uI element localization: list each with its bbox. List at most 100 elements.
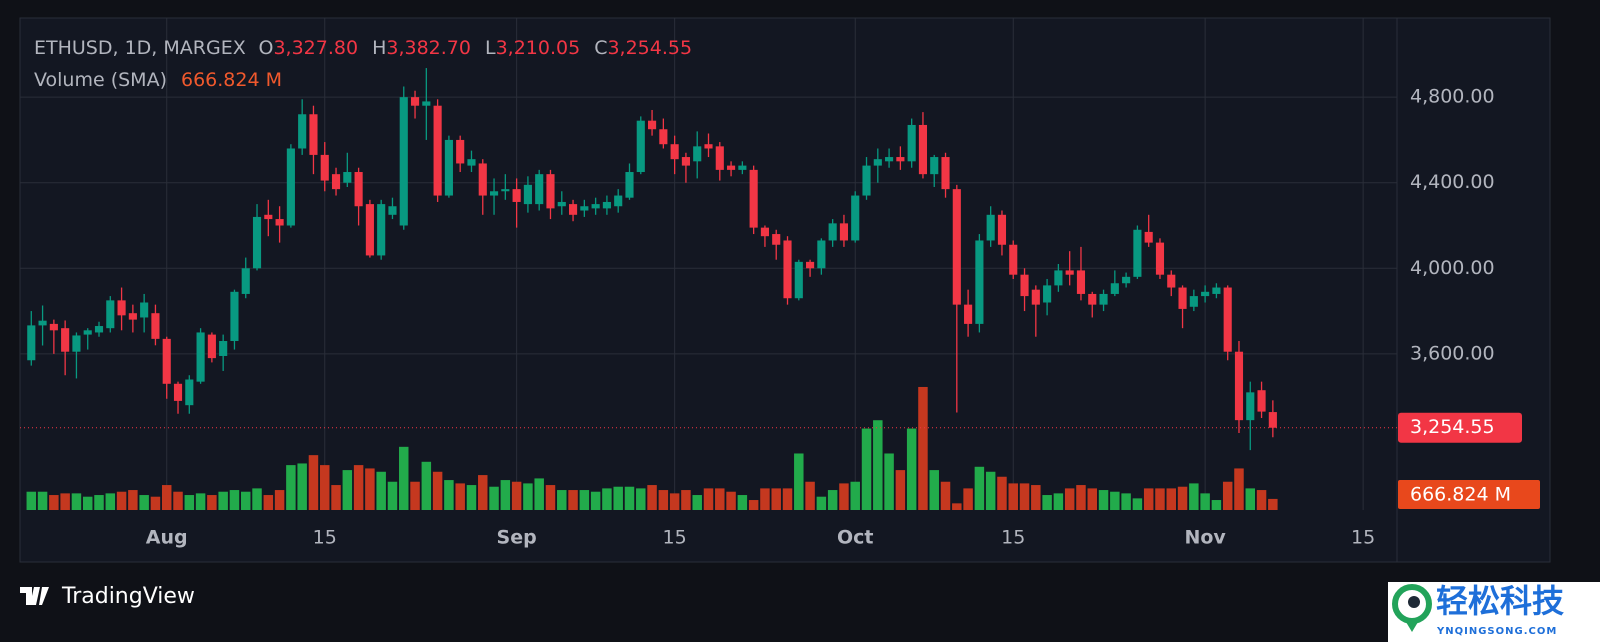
candle-body: [94, 326, 104, 333]
volume-bar: [308, 455, 319, 510]
volume-bar: [794, 453, 804, 510]
volume-bar: [557, 490, 567, 510]
volume-bar: [49, 495, 59, 510]
volume-bar: [1087, 488, 1097, 510]
candle-body: [1144, 231, 1153, 243]
volume-bar: [1177, 486, 1188, 510]
volume-bar: [37, 491, 48, 510]
candle-body: [478, 163, 487, 196]
candle-body: [693, 146, 702, 162]
volume-bar: [252, 488, 262, 510]
volume-bar: [229, 490, 240, 510]
candle-body: [1122, 276, 1131, 284]
volume-bar: [455, 483, 465, 510]
volume-bar: [139, 495, 149, 510]
candle-body: [568, 204, 578, 215]
candle-body: [501, 189, 510, 192]
watermark: 轻松科技 YNQINGSONG.COM: [1388, 582, 1600, 642]
candle-body: [286, 148, 295, 226]
candle-body: [72, 335, 81, 352]
candle-body: [625, 172, 634, 198]
candle-body: [557, 201, 566, 207]
volume-bar: [60, 493, 70, 510]
ohlc-value: 3,210.05: [496, 37, 581, 59]
symbol: ETHUSD, 1D, MARGEX: [34, 37, 246, 59]
volume-bar: [1245, 488, 1256, 510]
volume-bar: [150, 496, 161, 510]
volume-bar: [568, 490, 578, 510]
volume-bar: [432, 471, 443, 510]
tradingview-logo: TradingView: [20, 584, 195, 609]
volume-bar: [218, 491, 228, 510]
x-tick-label: Aug: [146, 527, 188, 549]
volume-bar: [1234, 468, 1244, 510]
candle-body: [252, 216, 262, 269]
volume-bar: [884, 453, 894, 510]
candle-body: [422, 101, 431, 106]
volume-bar: [410, 481, 420, 510]
volume-bar: [353, 465, 364, 510]
volume-bar: [466, 485, 477, 510]
y-tick-label: 4,800.00: [1410, 86, 1495, 108]
volume-bar: [286, 465, 296, 510]
candle-body: [1020, 274, 1029, 297]
volume-bar: [128, 490, 138, 510]
volume-bar: [1211, 500, 1222, 510]
candle-body: [1155, 242, 1165, 275]
candle-body: [964, 304, 973, 324]
volume-bar: [737, 495, 748, 510]
ohlc-value: 3,327.80: [273, 37, 358, 59]
candle-body: [1088, 293, 1097, 305]
candle-body: [512, 189, 521, 202]
candle-body: [1099, 293, 1108, 305]
candle-body: [636, 120, 645, 173]
volume-bar: [602, 488, 612, 510]
volume-bar: [1200, 493, 1210, 510]
candle-body: [670, 144, 679, 160]
candle-body: [648, 120, 657, 130]
candle-body: [828, 223, 837, 241]
candle-body: [388, 206, 397, 215]
candle-body: [896, 157, 905, 162]
candle-body: [1009, 244, 1018, 275]
volume-bar: [161, 485, 172, 510]
y-tick-label: 4,000.00: [1410, 257, 1495, 279]
volume-bar: [805, 481, 815, 510]
candle-body: [354, 172, 363, 207]
candle-body: [681, 157, 690, 166]
volume-bar: [929, 470, 939, 510]
header: ETHUSD, 1D, MARGEX O3,327.80 H3,382.70 L3,2…: [34, 37, 692, 59]
watermark-icon-dot: [1408, 596, 1420, 608]
price-label-text: 3,254.55: [1410, 416, 1495, 438]
watermark-title: 轻松科技: [1436, 582, 1564, 620]
candle-body: [806, 261, 815, 269]
volume-bar: [195, 493, 206, 510]
candle-body: [140, 302, 149, 318]
volume-bar: [985, 471, 996, 510]
candle-body: [749, 169, 758, 228]
candle-body: [83, 330, 92, 335]
candle-body: [1133, 229, 1142, 277]
candle-body: [1043, 285, 1052, 303]
candle-body: [1246, 392, 1255, 421]
candle-body: [997, 214, 1007, 245]
volume-bar: [545, 485, 556, 510]
volume-bar: [387, 481, 398, 510]
volume-bar: [771, 488, 781, 510]
volume-bar: [658, 490, 669, 510]
candle-body: [1212, 287, 1221, 294]
volume-bar: [1110, 491, 1120, 510]
candle-body: [264, 214, 273, 220]
candle-body: [230, 291, 239, 342]
volume-bar: [997, 476, 1007, 510]
volume-bar: [669, 493, 680, 510]
candle-body: [219, 341, 228, 356]
volume-bar: [952, 503, 962, 510]
candle-body: [185, 379, 194, 406]
volume-bar: [1155, 488, 1165, 510]
candle-body: [952, 189, 961, 305]
candle-body: [38, 320, 47, 326]
ohlc-key: H: [372, 37, 386, 59]
logo-icon: [20, 587, 49, 605]
